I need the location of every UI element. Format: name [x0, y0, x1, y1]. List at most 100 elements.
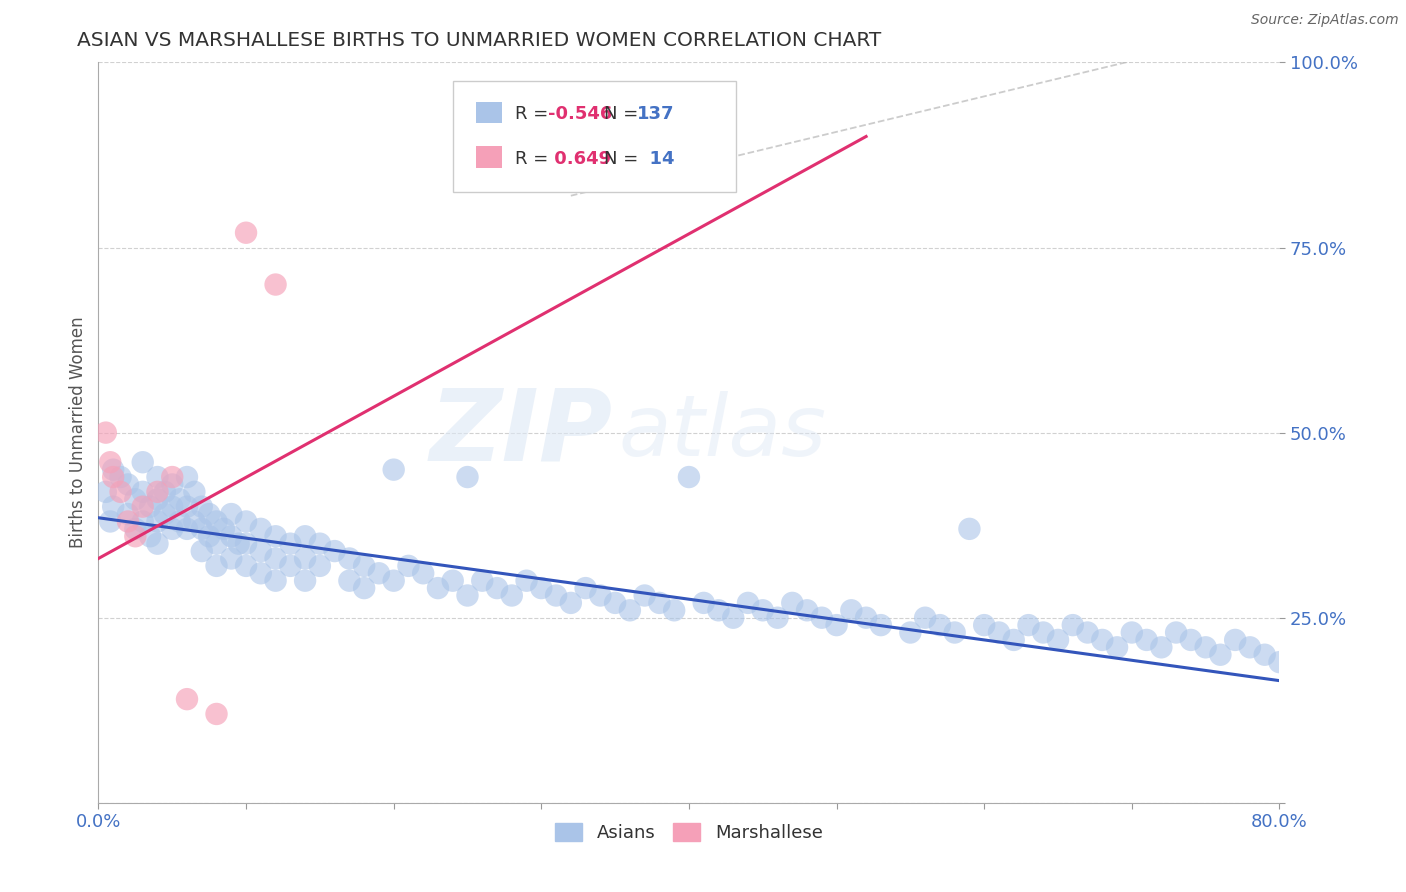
Point: [619, 603, 641, 617]
Point: [221, 529, 243, 543]
Point: [1062, 618, 1084, 632]
Point: [678, 470, 700, 484]
Point: [486, 581, 509, 595]
Point: [605, 596, 627, 610]
Point: [1225, 632, 1247, 647]
Text: 137: 137: [637, 105, 675, 123]
Point: [810, 610, 832, 624]
Point: [1150, 640, 1173, 655]
Point: [457, 589, 479, 603]
Text: atlas: atlas: [619, 391, 827, 475]
Point: [183, 515, 205, 529]
Point: [707, 603, 730, 617]
Point: [132, 455, 155, 469]
Point: [205, 706, 228, 721]
Point: [988, 625, 1011, 640]
Point: [162, 500, 183, 514]
Point: [353, 558, 375, 573]
Point: [929, 618, 952, 632]
Text: R =: R =: [516, 105, 554, 123]
Point: [176, 692, 198, 706]
Point: [959, 522, 981, 536]
Point: [205, 536, 228, 550]
Point: [191, 522, 214, 536]
Point: [560, 596, 582, 610]
Point: [575, 581, 598, 595]
Point: [796, 603, 818, 617]
Point: [516, 574, 538, 588]
Point: [124, 529, 146, 543]
Point: [94, 484, 117, 499]
Point: [1032, 625, 1054, 640]
Point: [766, 610, 789, 624]
Point: [1046, 632, 1070, 647]
Point: [1166, 625, 1188, 640]
Point: [398, 558, 420, 573]
Point: [103, 470, 125, 484]
Point: [228, 536, 250, 550]
Point: [1091, 632, 1114, 647]
Point: [280, 558, 302, 573]
Point: [294, 574, 316, 588]
Point: [841, 603, 863, 617]
Point: [693, 596, 716, 610]
Point: [943, 625, 966, 640]
Point: [1180, 632, 1202, 647]
Point: [634, 589, 657, 603]
Point: [1077, 625, 1099, 640]
Point: [250, 566, 273, 581]
Point: [1254, 648, 1277, 662]
Point: [169, 492, 191, 507]
Point: [198, 529, 221, 543]
Point: [146, 470, 169, 484]
Point: [309, 536, 332, 550]
Point: [103, 500, 125, 514]
FancyBboxPatch shape: [477, 146, 502, 168]
Point: [162, 477, 183, 491]
Point: [280, 536, 302, 550]
Point: [117, 515, 139, 529]
Legend: Asians, Marshallese: Asians, Marshallese: [548, 815, 830, 849]
Point: [471, 574, 494, 588]
Text: ZIP: ZIP: [429, 384, 612, 481]
Point: [235, 536, 257, 550]
Point: [153, 484, 176, 499]
Point: [169, 515, 191, 529]
Point: [176, 522, 198, 536]
Point: [110, 484, 132, 499]
Point: [98, 455, 121, 469]
Point: [1121, 625, 1143, 640]
Point: [264, 551, 287, 566]
Point: [94, 425, 117, 440]
Point: [132, 484, 155, 499]
Point: [870, 618, 893, 632]
Point: [191, 500, 214, 514]
Point: [339, 574, 361, 588]
Text: R =: R =: [516, 150, 554, 168]
Point: [264, 277, 287, 292]
Point: [1136, 632, 1159, 647]
Text: -0.546: -0.546: [548, 105, 613, 123]
Point: [146, 492, 169, 507]
Point: [309, 558, 332, 573]
Point: [353, 581, 375, 595]
Point: [457, 470, 479, 484]
Point: [139, 500, 162, 514]
Point: [103, 462, 125, 476]
Point: [546, 589, 568, 603]
Point: [294, 529, 316, 543]
Point: [1195, 640, 1218, 655]
Point: [146, 515, 169, 529]
Text: 14: 14: [637, 150, 675, 168]
Point: [117, 507, 139, 521]
Point: [501, 589, 523, 603]
Point: [132, 500, 155, 514]
Point: [205, 558, 228, 573]
Point: [153, 507, 176, 521]
Point: [198, 507, 221, 521]
Point: [132, 515, 155, 529]
Point: [530, 581, 553, 595]
Point: [294, 551, 316, 566]
Point: [427, 581, 450, 595]
Point: [855, 610, 877, 624]
